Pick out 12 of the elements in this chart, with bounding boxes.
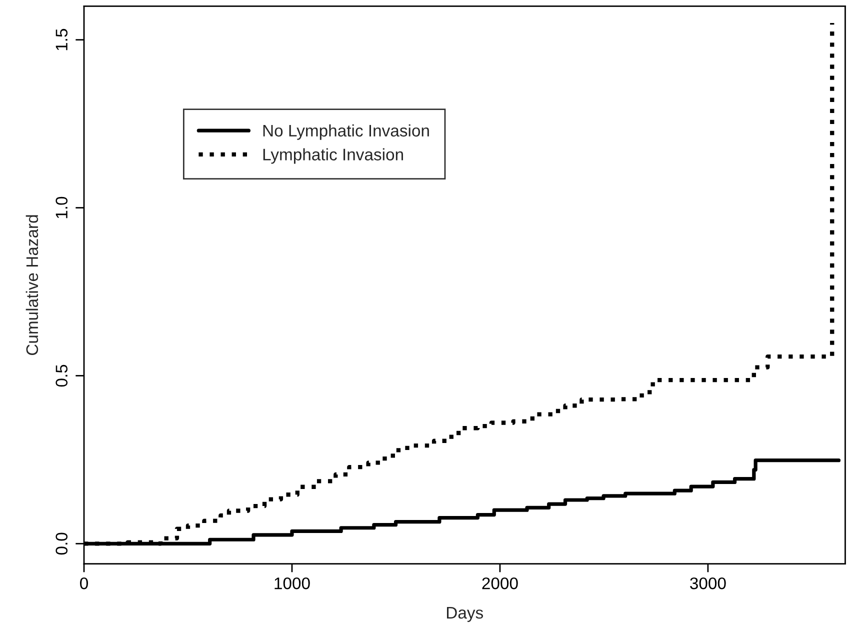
y-tick-label: 1.0 <box>56 196 68 218</box>
y-tick-label: 0.5 <box>56 364 68 387</box>
y-tick-label: 1.5 <box>56 28 68 50</box>
x-tick-label: 0 <box>80 577 88 590</box>
x-tick-label: 1000 <box>274 577 310 590</box>
y-tick-label: 0.0 <box>56 532 68 555</box>
x-tick-label: 2000 <box>482 577 518 590</box>
x-axis-title: Days <box>446 607 483 622</box>
legend-label: No Lymphatic Invasion <box>263 124 429 140</box>
legend-label: Lymphatic Invasion <box>263 148 403 164</box>
x-tick-label: 3000 <box>690 577 726 590</box>
y-axis-title: Cumulative Hazard <box>26 215 38 356</box>
